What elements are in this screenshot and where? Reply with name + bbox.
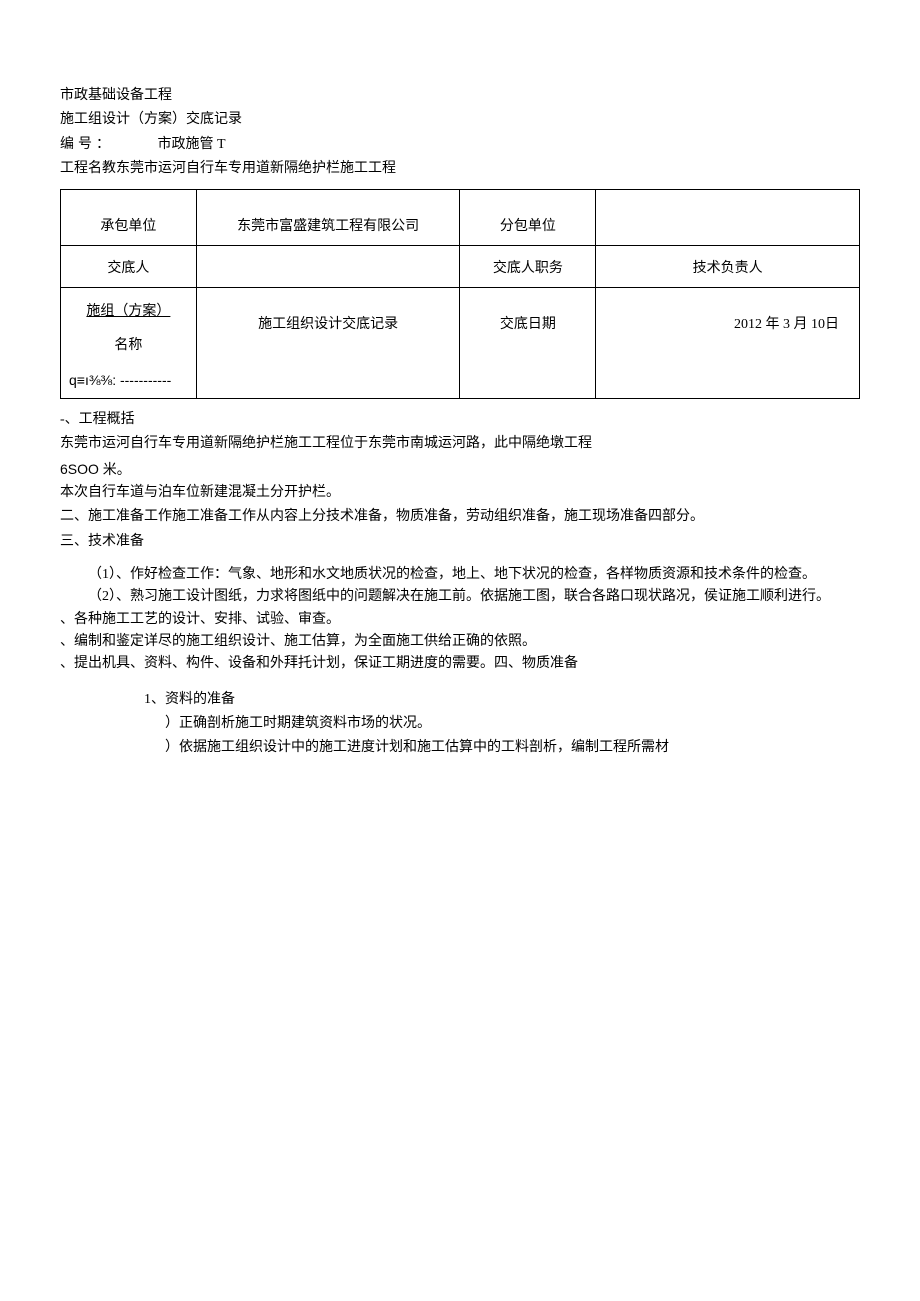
section-3-p2: （2）、熟习施工设计图纸，力求将图纸中的问题解决在施工前。依据施工图，联合各路口… — [60, 587, 860, 607]
cell-plan-value: 施工组织设计交底记录 — [196, 287, 460, 363]
cell-discloser-role-value: 技术负责人 — [596, 245, 860, 287]
project-name-line: 工程名教东莞市运河自行车专用道新隔绝护栏施工工程 — [60, 158, 860, 180]
section-4-block: 1、资料的准备 ）正确剖析施工时期建筑资料市场的状况。 ）依据施工组织设计中的施… — [60, 689, 860, 760]
cell-discloser-role-label: 交底人职务 — [460, 245, 596, 287]
info-table: 承包单位 东莞市富盛建筑工程有限公司 分包单位 交底人 交底人职务 技术负责人 … — [60, 189, 860, 399]
cell-contractor-value: 东莞市富盛建筑工程有限公司 — [196, 189, 460, 245]
cell-date-label: 交底日期 — [460, 287, 596, 363]
cell-empty — [596, 363, 860, 398]
section-1-p3: 本次自行车道与泊车位新建混凝土分开护栏。 — [60, 482, 860, 504]
document-body: -、工程概括 东莞市运河自行车专用道新隔绝护栏施工工程位于东莞市南城运河路，此中… — [60, 409, 860, 760]
plan-label-underlined: 施组（方案） — [86, 304, 170, 319]
date-main: 2012 年 3 月 10 — [734, 317, 825, 332]
cell-name-label: 名称 — [61, 329, 197, 363]
cell-date-value: 2012 年 3 月 10 日 — [596, 287, 860, 363]
code-dashes: ----------- — [120, 372, 171, 388]
number-label: 编号： — [60, 134, 114, 156]
project-value: 东莞市运河自行车专用道新隔绝护栏施工工程 — [116, 161, 396, 176]
section-4-p1: 1、资料的准备 — [144, 689, 860, 711]
section-4-p3: ）依据施工组织设计中的施工进度计划和施工估算中的工料剖析，编制工程所需材 — [144, 737, 860, 759]
section-1-title: -、工程概括 — [60, 409, 860, 431]
date-day: 日 — [825, 314, 839, 336]
table-row: 承包单位 东莞市富盛建筑工程有限公司 分包单位 — [61, 189, 860, 245]
section-1-p2: 6SOO 米。 — [60, 458, 860, 480]
header-line-1: 市政基础设备工程 — [60, 85, 860, 107]
document-header: 市政基础设备工程 施工组设计（方案）交底记录 编号： 市政施管 T 工程名教东莞… — [60, 85, 860, 181]
cell-empty — [196, 363, 460, 398]
number-value: 市政施管 T — [158, 137, 226, 152]
cell-empty — [460, 363, 596, 398]
section-3-title: 三、技术准备 — [60, 531, 860, 553]
cell-subcontractor-label: 分包单位 — [460, 189, 596, 245]
section-1-p1: 东莞市运河自行车专用道新隔绝护栏施工工程位于东莞市南城运河路，此中隔绝墩工程 — [60, 433, 860, 455]
cell-discloser-label: 交底人 — [61, 245, 197, 287]
cell-subcontractor-value — [596, 189, 860, 245]
header-line-2: 施工组设计（方案）交底记录 — [60, 109, 860, 131]
cell-plan-label-top: 施组（方案） — [61, 287, 197, 329]
cell-contractor-label: 承包单位 — [61, 189, 197, 245]
section-3-p4: 、编制和鉴定详尽的施工组织设计、施工估算，为全面施工供给正确的依照。 — [60, 632, 860, 652]
table-row: 交底人 交底人职务 技术负责人 — [61, 245, 860, 287]
code-prefix: q≡ı⅜⅜: — [69, 372, 120, 388]
header-number-line: 编号： 市政施管 T — [60, 134, 860, 156]
section-3-p1: （1）、作好检查工作：气象、地形和水文地质状况的检查，地上、地下状况的检查，各样… — [60, 565, 860, 585]
section-3-p3: 、各种施工工艺的设计、安排、试验、审查。 — [60, 610, 860, 630]
table-row: q≡ı⅜⅜: ----------- — [61, 363, 860, 398]
table-row: 施组（方案） 施工组织设计交底记录 交底日期 2012 年 3 月 10 日 — [61, 287, 860, 329]
project-label: 工程名教 — [60, 161, 116, 176]
cell-discloser-value — [196, 245, 460, 287]
section-3-block: （1）、作好检查工作：气象、地形和水文地质状况的检查，地上、地下状况的检查，各样… — [60, 565, 860, 674]
section-2-line: 二、施工准备工作施工准备工作从内容上分技术准备，物质准备，劳动组织准备，施工现场… — [60, 506, 860, 528]
cell-code: q≡ı⅜⅜: ----------- — [61, 363, 197, 398]
section-4-p2: ）正确剖析施工时期建筑资料市场的状况。 — [144, 713, 860, 735]
section-3-p5: 、提出机具、资料、构件、设备和外拜托计划，保证工期进度的需要。四、物质准备 — [60, 654, 860, 674]
